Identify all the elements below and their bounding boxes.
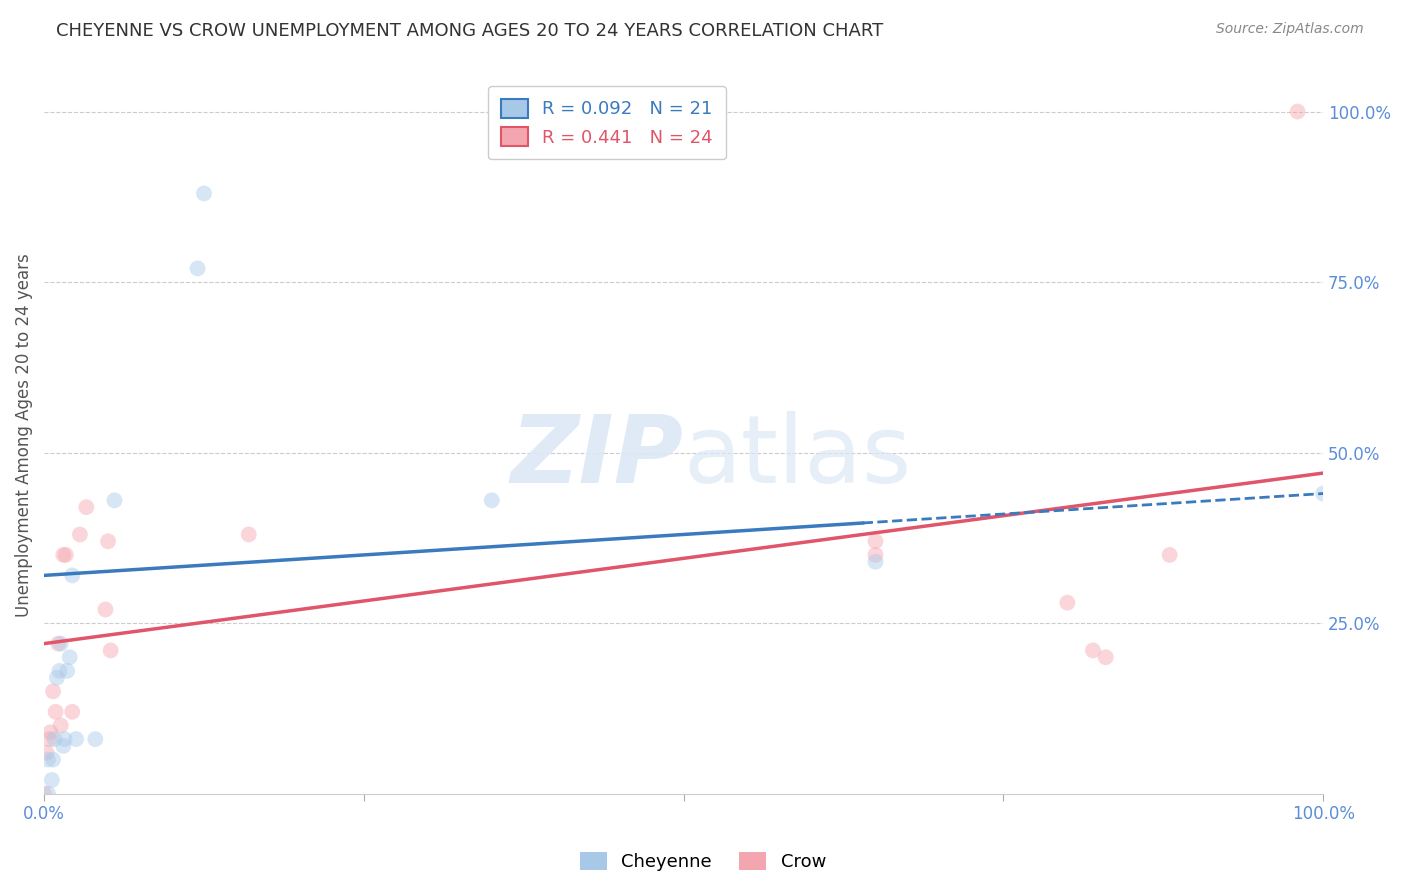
Point [53,732,76,747]
Point [45,671,67,685]
Point [35,746,58,760]
Y-axis label: Unemployment Among Ages 20 to 24 years: Unemployment Among Ages 20 to 24 years [15,253,32,617]
Point [69,527,91,541]
Point [42,684,65,698]
Point [42,753,65,767]
Point [48,664,70,678]
Point [1159,548,1181,562]
Point [865,548,887,562]
Point [1094,650,1116,665]
Point [32,787,55,801]
Text: ZIP: ZIP [510,411,683,503]
Point [1286,104,1309,119]
Point [97,534,120,549]
Point [481,493,503,508]
Point [46,637,69,651]
Point [56,664,79,678]
Point [60,705,83,719]
Point [193,186,215,201]
Point [37,753,59,767]
Point [865,555,887,569]
Point [59,650,82,665]
Point [1312,486,1334,500]
Point [84,732,107,747]
Point [38,732,60,747]
Point [65,732,87,747]
Point [37,787,59,801]
Point [39,725,62,739]
Text: atlas: atlas [683,411,912,503]
Text: Source: ZipAtlas.com: Source: ZipAtlas.com [1216,22,1364,37]
Point [75,500,97,515]
Point [52,739,75,753]
Point [45,705,67,719]
Point [44,732,66,747]
Point [41,772,63,787]
Point [55,548,77,562]
Point [1056,596,1078,610]
Point [49,637,72,651]
Legend: Cheyenne, Crow: Cheyenne, Crow [572,845,834,879]
Point [94,602,117,616]
Point [60,568,83,582]
Point [49,718,72,732]
Legend: R = 0.092   N = 21, R = 0.441   N = 24: R = 0.092 N = 21, R = 0.441 N = 24 [488,87,725,160]
Point [238,527,260,541]
Point [1081,643,1104,657]
Point [187,261,209,276]
Point [100,643,122,657]
Point [865,534,887,549]
Point [103,493,125,508]
Text: CHEYENNE VS CROW UNEMPLOYMENT AMONG AGES 20 TO 24 YEARS CORRELATION CHART: CHEYENNE VS CROW UNEMPLOYMENT AMONG AGES… [56,22,883,40]
Point [52,548,75,562]
